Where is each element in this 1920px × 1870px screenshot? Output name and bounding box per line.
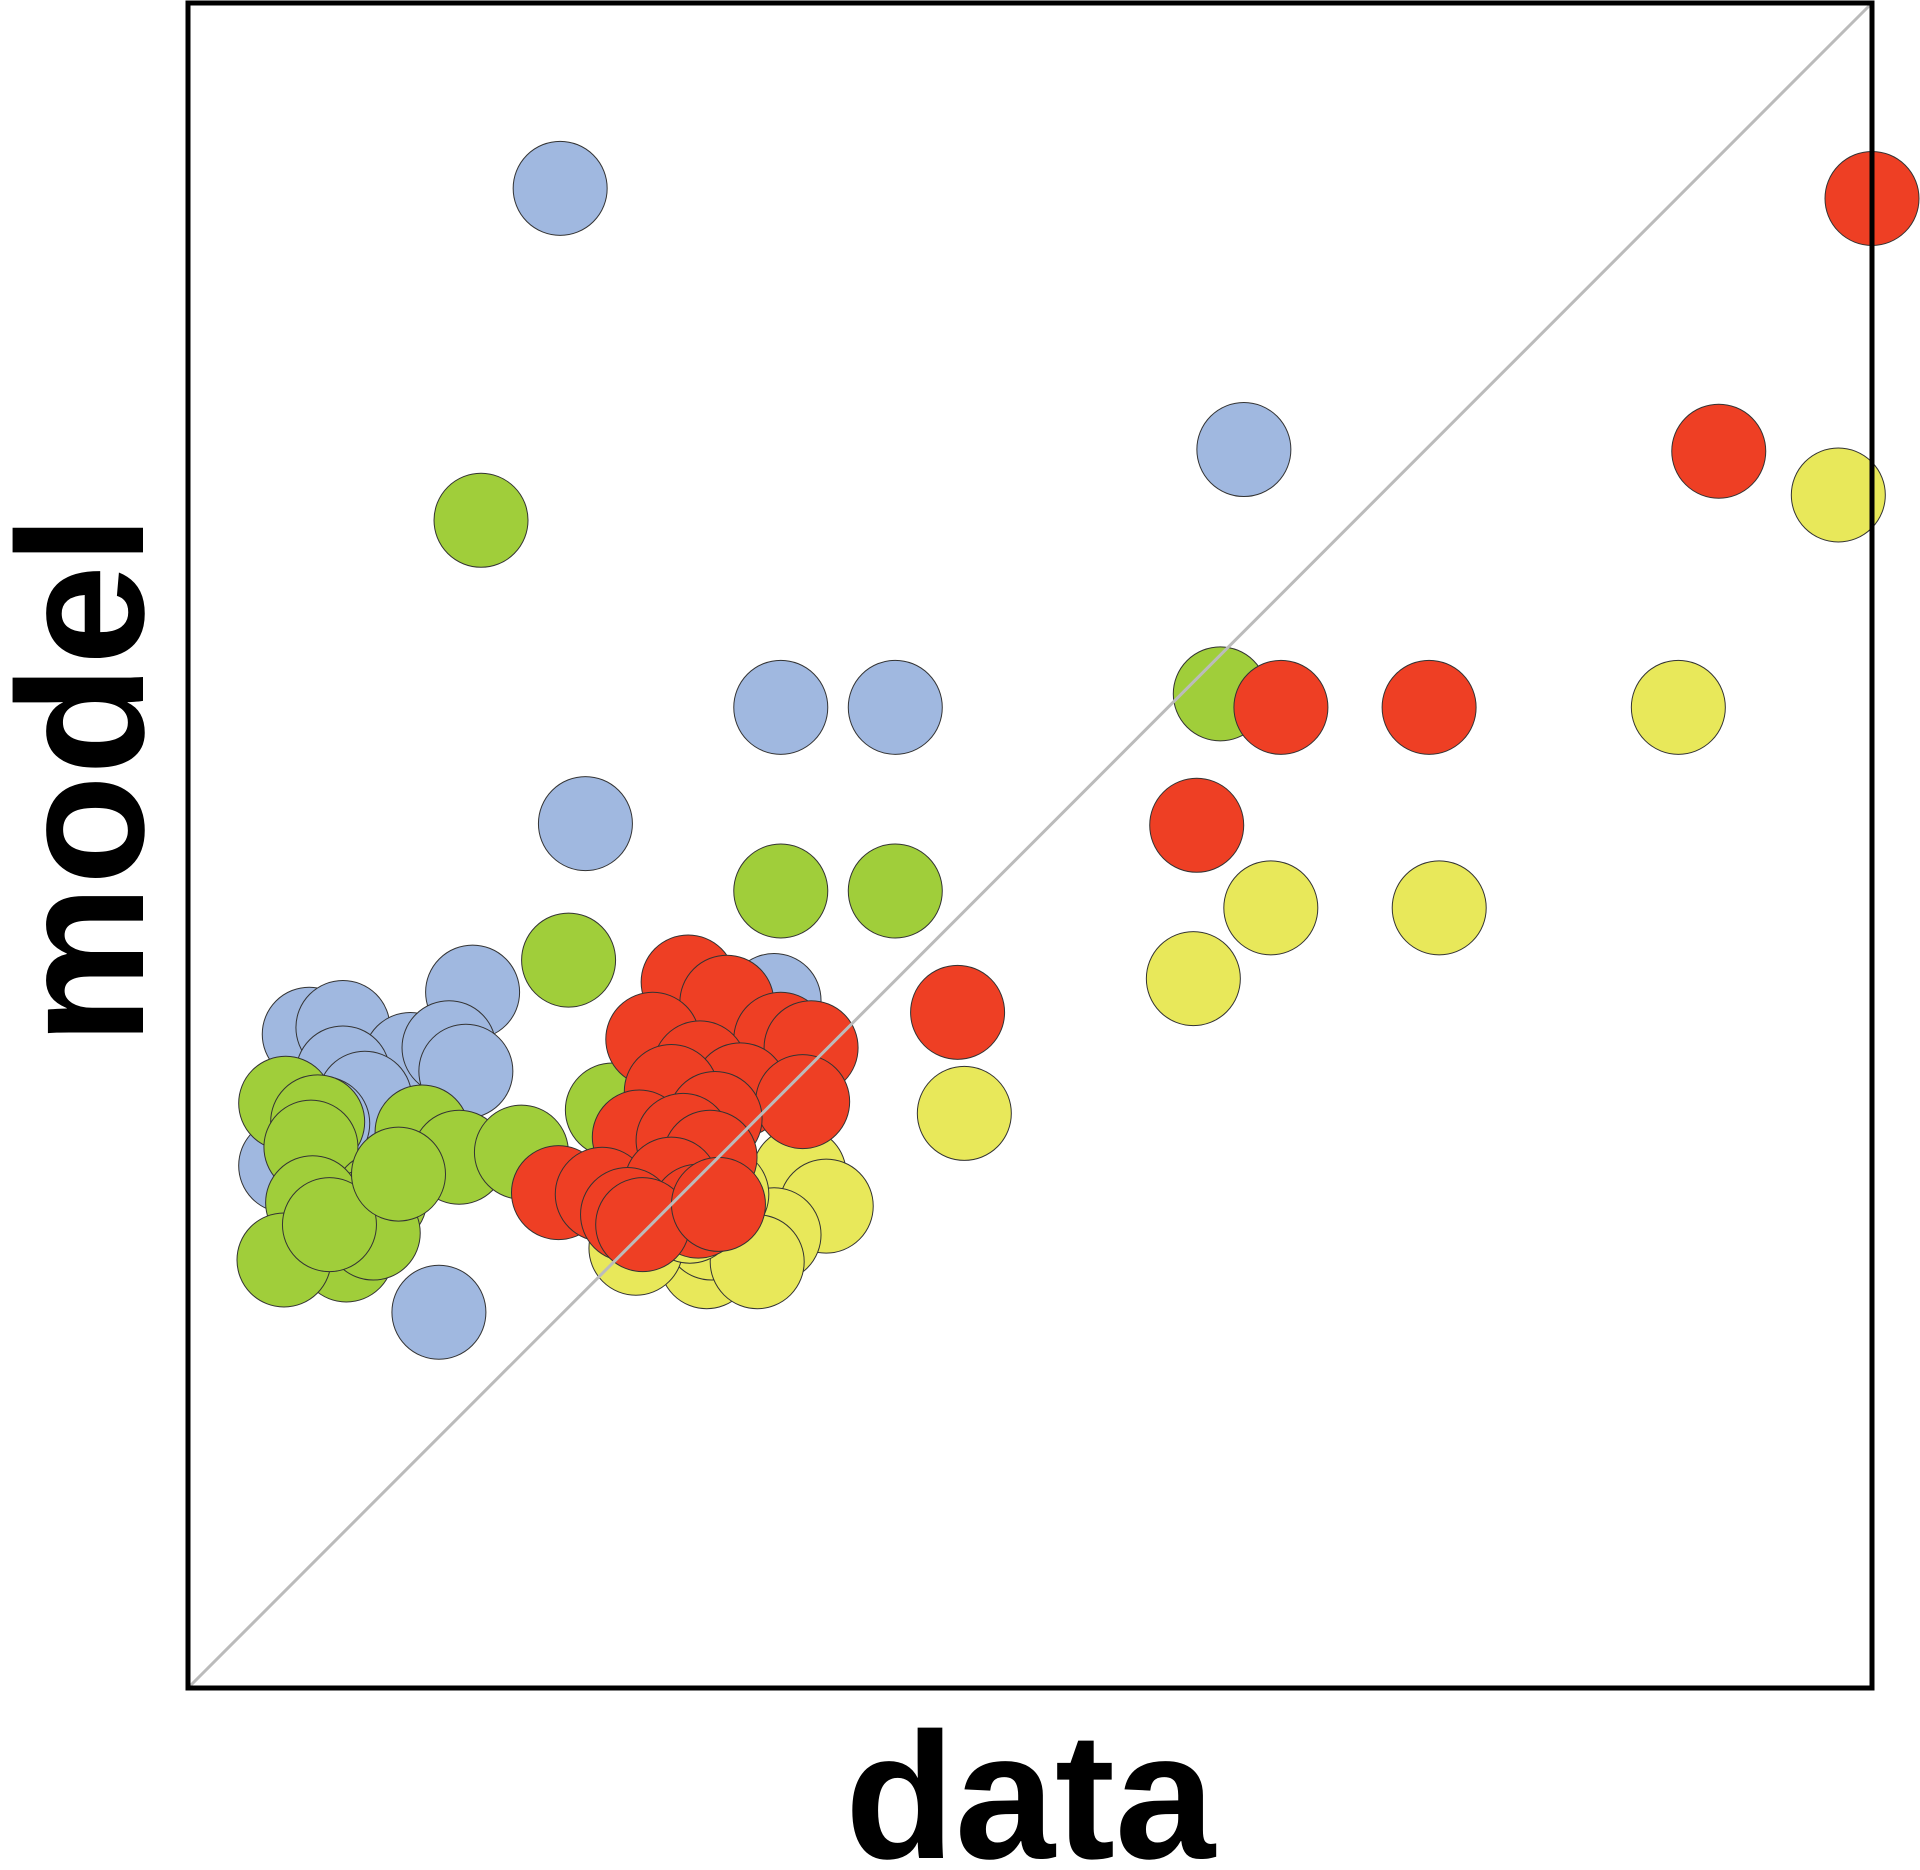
data-point-s1-0 xyxy=(433,472,529,568)
data-point-s3-4 xyxy=(1149,777,1245,873)
data-point-s0-3 xyxy=(847,659,943,755)
data-point-s1-19 xyxy=(351,1126,446,1222)
data-point-s0-4 xyxy=(537,776,633,872)
data-point-s1-18 xyxy=(281,1177,377,1273)
data-point-s0-1 xyxy=(1196,402,1292,498)
data-point-s2-1 xyxy=(1630,659,1726,755)
identity-line xyxy=(186,1,1874,1690)
data-point-s1-3 xyxy=(847,843,943,939)
x-axis-label: data xyxy=(845,1696,1217,1870)
points-layer xyxy=(236,140,1920,1360)
data-point-s2-4 xyxy=(1145,931,1241,1027)
data-point-s2-0 xyxy=(1790,447,1886,543)
data-point-s2-5 xyxy=(916,1065,1012,1161)
data-point-s0-16 xyxy=(391,1264,487,1360)
data-point-s2-2 xyxy=(1223,860,1319,956)
y-axis-label: model xyxy=(0,515,182,1045)
data-point-s0-0 xyxy=(512,140,608,236)
data-point-s3-5 xyxy=(910,964,1006,1060)
data-point-s3-25 xyxy=(670,1156,766,1252)
plot-frame xyxy=(185,0,1875,1691)
data-point-s1-2 xyxy=(733,843,829,939)
data-point-s1-4 xyxy=(521,912,617,1008)
data-point-s3-1 xyxy=(1671,403,1767,499)
data-point-s0-2 xyxy=(733,659,829,755)
data-point-s3-3 xyxy=(1381,659,1477,755)
data-point-s2-3 xyxy=(1391,860,1487,956)
data-point-s3-13 xyxy=(755,1054,851,1150)
data-point-s3-2 xyxy=(1233,659,1329,755)
